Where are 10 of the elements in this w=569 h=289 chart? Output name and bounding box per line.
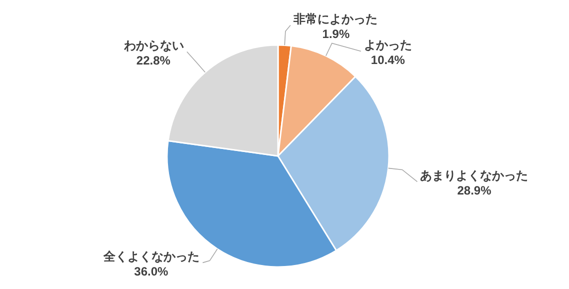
data-label: 22.8% bbox=[136, 54, 171, 68]
slice-label: 非常によかった bbox=[292, 12, 378, 26]
slice-label: わからない bbox=[122, 38, 184, 53]
data-label: 10.4% bbox=[370, 53, 406, 68]
slice-label: よかった bbox=[364, 38, 412, 52]
data-label: 36.0% bbox=[134, 264, 169, 279]
data-label: 28.9% bbox=[457, 184, 492, 198]
slice-label: 全くよくなかった bbox=[102, 250, 200, 264]
data-label: 1.9% bbox=[322, 27, 350, 42]
slice-label: あまりよくなかった bbox=[420, 168, 528, 183]
